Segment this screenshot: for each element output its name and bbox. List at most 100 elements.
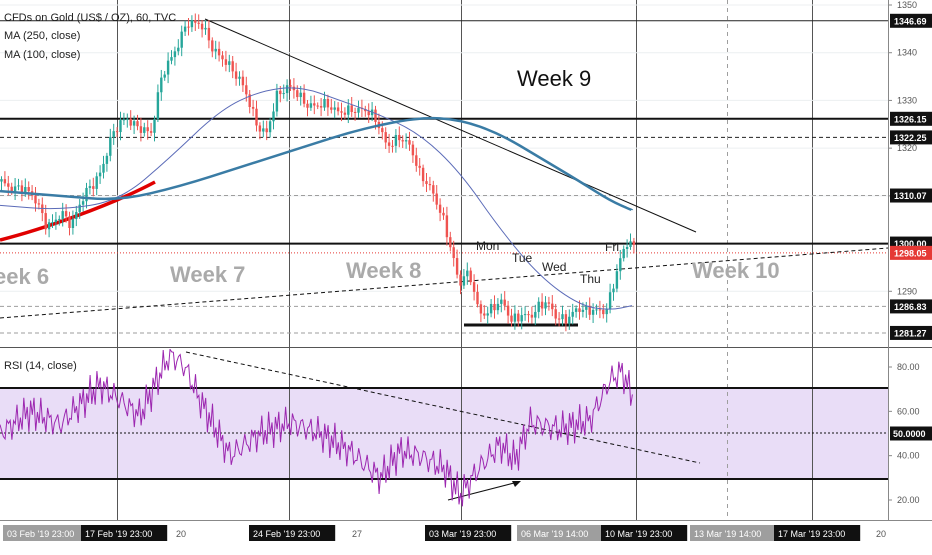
candle-down [340, 111, 343, 113]
time-tick[interactable]: 17 Mar '19 23:00 [774, 525, 861, 541]
candle-down [455, 258, 459, 275]
candle-up [605, 309, 608, 315]
time-axis[interactable]: 03 Feb '19 23:00 17 Feb '19 23:00 20 24 Feb… [3, 525, 886, 541]
candle-up [333, 107, 336, 110]
candle-down [149, 131, 153, 133]
candle-down [265, 128, 268, 133]
day-thu-label: Thu [580, 272, 601, 286]
candle-down [449, 237, 452, 248]
candle-up [275, 90, 279, 112]
grid [0, 0, 888, 520]
price-tick-label: 1320 [897, 143, 917, 153]
time-tag-label: 03 Feb '19 23:00 [7, 529, 74, 539]
time-tick[interactable]: 24 Feb '19 23:00 [249, 525, 336, 541]
price-tag-label: 1346.69 [894, 16, 927, 26]
candle-up [75, 212, 78, 220]
candle-up [85, 187, 88, 202]
time-tag-bg [517, 525, 604, 541]
candle-up [561, 314, 564, 320]
price-tag[interactable]: 1310.07 [890, 188, 932, 203]
week-9-label: Week 9 [517, 66, 591, 91]
candle-up [489, 303, 493, 314]
price-tag[interactable]: 1298.05 [890, 245, 932, 260]
candle-down [435, 193, 438, 205]
candle-down [3, 179, 7, 184]
rsi-tick-label: 60.00 [897, 406, 920, 416]
time-tick[interactable]: 03 Mar '19 23:00 [425, 525, 512, 541]
candle-up [109, 136, 112, 156]
price-axis[interactable]: 1350134013301320131012901346.691326.1513… [888, 0, 932, 340]
price-tag[interactable]: 1346.69 [890, 13, 932, 28]
time-tick[interactable]: 10 Mar '19 23:00 [601, 525, 688, 541]
time-tick[interactable]: 20 [876, 529, 886, 539]
candle-up [51, 222, 54, 224]
candle-up [544, 302, 547, 309]
price-tag-bg [890, 111, 932, 126]
candle-down [421, 167, 425, 182]
candle-down [207, 27, 211, 41]
price-tick-label: 1340 [897, 48, 917, 58]
week-10-label: Week 10 [692, 258, 780, 283]
time-tag-label: 10 Mar '19 23:00 [605, 529, 672, 539]
candle-up [238, 76, 241, 79]
candle-down [408, 140, 411, 145]
candle-down [411, 144, 415, 156]
price-tag[interactable]: 1281.27 [890, 325, 932, 340]
candle-down [296, 90, 299, 98]
rsi-axis[interactable]: 80.00 60.00 40.00 20.00 50.0000 [888, 362, 932, 505]
candle-up [177, 47, 180, 52]
price-tag[interactable]: 1286.83 [890, 299, 932, 314]
candle-down [221, 55, 224, 60]
candle-down [129, 118, 132, 126]
time-tag-bg [249, 525, 336, 541]
candle-up [170, 57, 173, 61]
candle-up [156, 92, 160, 120]
week-6-label: eek 6 [0, 264, 49, 289]
candle-down [564, 314, 568, 324]
week-7-label: Week 7 [170, 262, 245, 287]
candle-up [615, 271, 619, 289]
candle-down [517, 313, 520, 322]
candle-down [425, 181, 428, 185]
time-tag-label: 03 Mar '19 23:00 [429, 529, 496, 539]
candle-up [581, 309, 585, 312]
time-tick[interactable]: 20 [176, 529, 186, 539]
candle-down [302, 92, 306, 104]
candle-down [364, 108, 367, 112]
candle-up [595, 309, 598, 311]
candle-down [483, 313, 486, 316]
candle-up [285, 85, 289, 94]
candle-up [513, 313, 517, 322]
candle-up [591, 309, 595, 315]
time-tag-label: 13 Mar '19 14:00 [694, 529, 761, 539]
day-tue-label: Tue [512, 251, 533, 265]
candle-up [54, 219, 58, 223]
time-tag-label: 17 Feb '19 23:00 [85, 529, 152, 539]
candle-up [612, 288, 615, 293]
price-tag[interactable]: 1322.25 [890, 130, 932, 145]
candle-down [10, 186, 13, 192]
candle-down [401, 140, 404, 142]
time-tick[interactable]: 06 Mar '19 14:00 [517, 525, 604, 541]
time-tick[interactable]: 17 Feb '19 23:00 [81, 525, 168, 541]
candle-down [554, 309, 557, 319]
candle-up [61, 211, 64, 219]
time-tick[interactable]: 27 [352, 529, 362, 539]
candle-down [197, 22, 200, 24]
price-tick-label: 1290 [897, 286, 917, 296]
ma100-legend: MA (100, close) [4, 49, 80, 61]
candle-up [534, 311, 537, 318]
rsi-tag[interactable]: 50.0000 [890, 426, 932, 441]
time-tick[interactable]: 13 Mar '19 14:00 [690, 525, 777, 541]
candle-down [530, 314, 534, 318]
candle-down [493, 303, 496, 311]
candle-down [472, 282, 476, 292]
price-tag[interactable]: 1326.15 [890, 111, 932, 126]
day-wed-label: Wed [542, 260, 566, 274]
time-tick[interactable]: 03 Feb '19 23:00 [3, 525, 90, 541]
candle-down [44, 213, 47, 230]
candle-down [398, 134, 401, 141]
price-tag-label: 1322.25 [894, 133, 927, 143]
